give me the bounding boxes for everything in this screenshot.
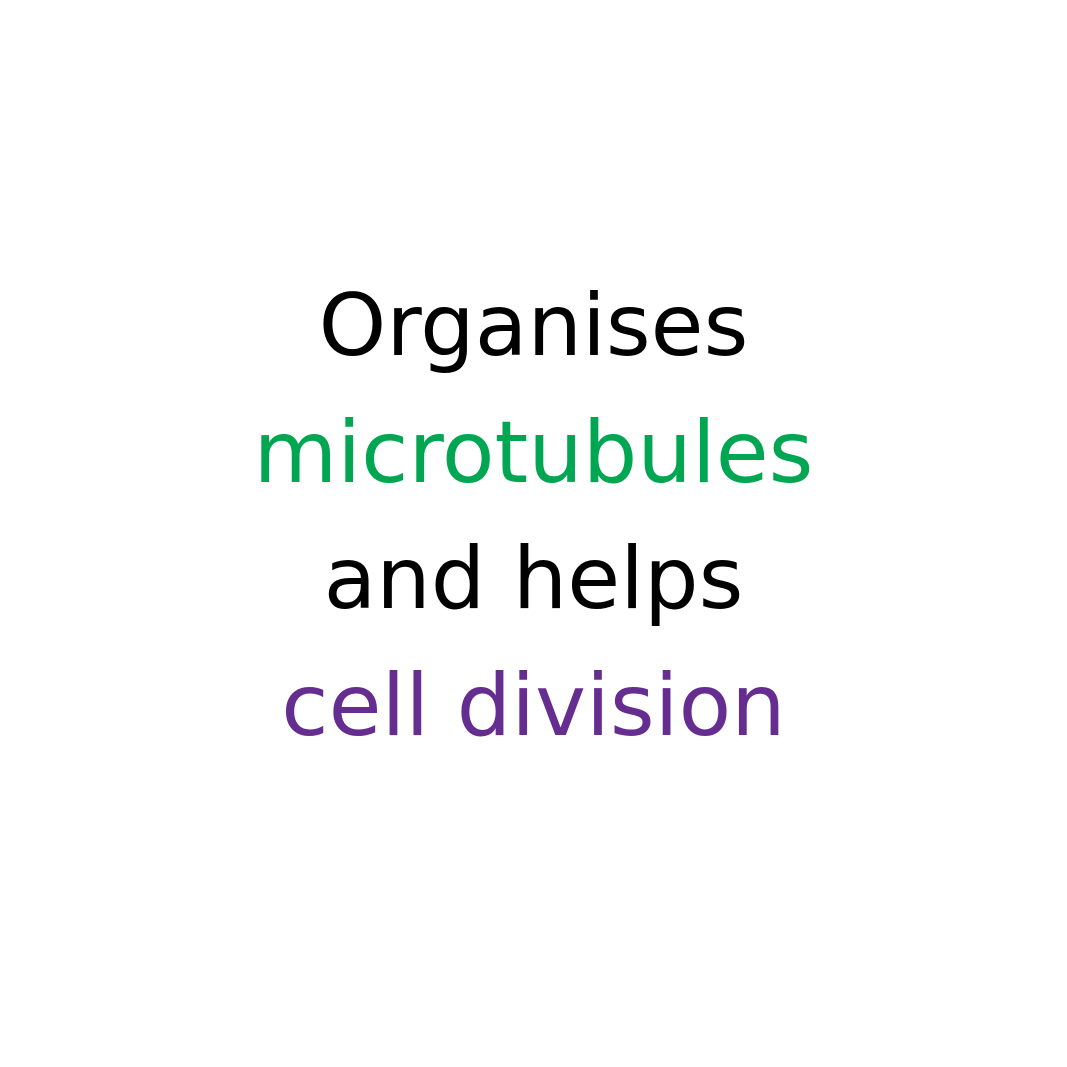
line-cell-division: cell division — [281, 656, 786, 756]
line-microtubules: microtubules — [253, 403, 814, 503]
line-organises: Organises — [318, 276, 749, 376]
line-and-helps: and helps — [323, 529, 744, 629]
